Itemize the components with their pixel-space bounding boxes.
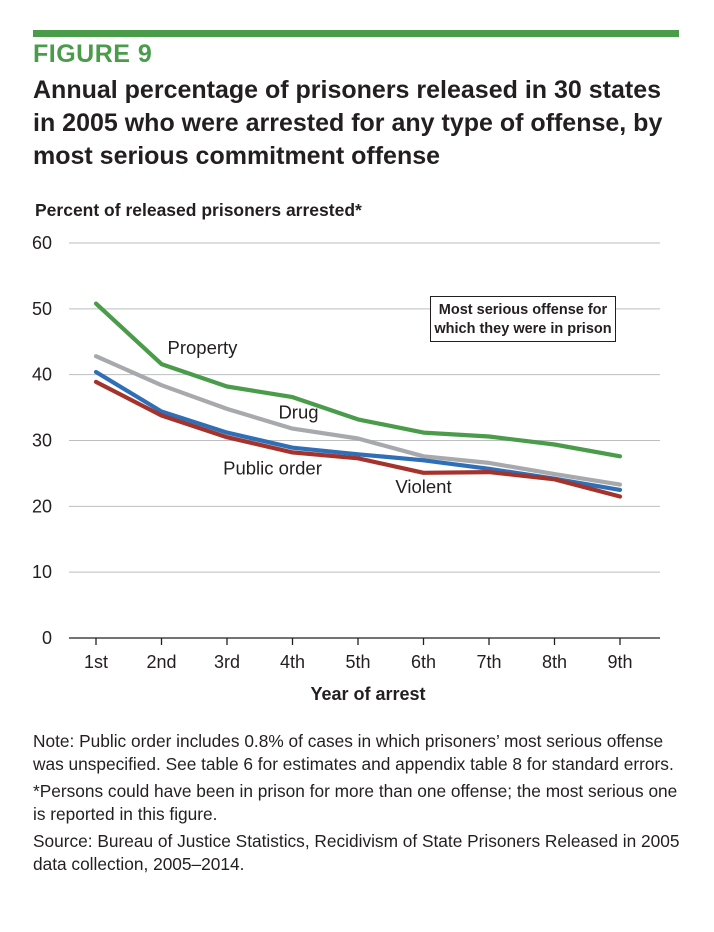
- series-line-violent: [93, 379, 623, 499]
- series-lines: [93, 301, 623, 499]
- series-label-violent: Violent: [395, 476, 451, 497]
- series-line-drug: [93, 354, 623, 487]
- x-tick-label: 6th: [411, 652, 436, 672]
- x-tick-label: 4th: [280, 652, 305, 672]
- series-labels: Property Drug Public order Violent: [168, 337, 452, 497]
- series-label-public-order: Public order: [223, 458, 322, 479]
- x-tick-label: 1st: [84, 652, 108, 672]
- y-tick-label: 40: [32, 365, 52, 385]
- y-tick-labels: 0 10 20 30 40 50 60: [32, 233, 52, 648]
- y-tick-label: 30: [32, 431, 52, 451]
- figure-title: Annual percentage of prisoners released …: [33, 76, 663, 170]
- source-text: Source: Bureau of Justice Statistics, Re…: [33, 831, 680, 874]
- note-text: Note: Public order includes 0.8% of case…: [33, 731, 674, 774]
- y-axis-title: Percent of released prisoners arrested*: [35, 200, 362, 220]
- series-line-property: [93, 301, 623, 459]
- line-chart: 0 10 20 30 40 50 60 1st 2nd 3rd 4th 5th 6th 7th 8th 9t…: [32, 233, 660, 704]
- footnote-text: *Persons could have been in prison for m…: [33, 781, 678, 824]
- x-tick-label: 5th: [345, 652, 370, 672]
- x-tick-label: 8th: [542, 652, 567, 672]
- series-label-property: Property: [168, 337, 239, 358]
- x-tick-label: 9th: [607, 652, 632, 672]
- y-tick-label: 50: [32, 299, 52, 319]
- x-axis: 1st 2nd 3rd 4th 5th 6th 7th 8th 9th: [69, 637, 660, 672]
- y-tick-label: 0: [42, 628, 52, 648]
- y-tick-label: 20: [32, 496, 52, 516]
- legend-box: Most serious offense for which they were…: [430, 296, 616, 342]
- header-rule: [33, 30, 679, 37]
- y-tick-label: 60: [32, 233, 52, 253]
- x-tick-label: 2nd: [146, 652, 176, 672]
- figure-label: FIGURE 9: [33, 40, 153, 68]
- series-label-drug: Drug: [278, 402, 318, 423]
- x-tick-label: 7th: [476, 652, 501, 672]
- y-tick-label: 10: [32, 562, 52, 582]
- x-axis-title: Year of arrest: [310, 684, 425, 704]
- x-tick-label: 3rd: [214, 652, 240, 672]
- notes-section: Note: Public order includes 0.8% of case…: [33, 730, 683, 880]
